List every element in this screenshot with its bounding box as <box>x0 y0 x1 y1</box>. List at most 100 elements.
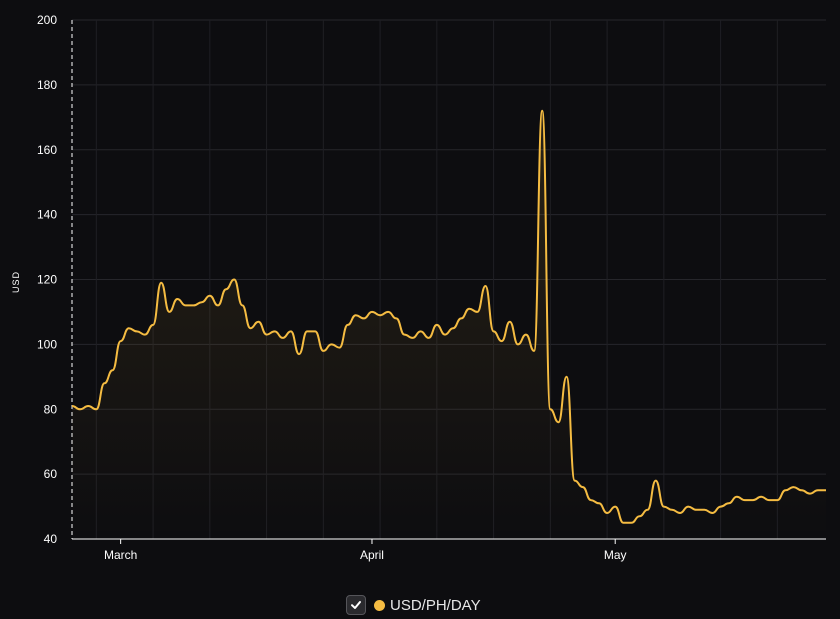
data-point <box>663 505 665 507</box>
data-point <box>233 278 235 280</box>
data-point <box>630 522 632 524</box>
y-tick-label: 120 <box>37 273 57 287</box>
data-point <box>201 301 203 303</box>
y-tick-label: 140 <box>37 208 57 222</box>
data-point <box>468 308 470 310</box>
data-point <box>322 350 324 352</box>
legend-label[interactable]: USD/PH/DAY <box>390 596 481 614</box>
data-point <box>646 509 648 511</box>
data-point <box>330 343 332 345</box>
data-point <box>168 311 170 313</box>
data-point <box>436 324 438 326</box>
data-point <box>719 505 721 507</box>
data-point <box>752 499 754 501</box>
data-point <box>565 376 567 378</box>
x-tick-label: April <box>360 548 384 562</box>
legend-color-dot <box>374 599 385 611</box>
data-point <box>792 486 794 488</box>
data-point <box>671 509 673 511</box>
data-point <box>590 499 592 501</box>
data-point <box>655 479 657 481</box>
data-point <box>111 369 113 371</box>
data-point <box>501 340 503 342</box>
data-point <box>525 333 527 335</box>
data-point <box>728 502 730 504</box>
data-point <box>176 298 178 300</box>
data-point <box>460 317 462 319</box>
data-point <box>760 496 762 498</box>
data-point <box>744 499 746 501</box>
data-point <box>363 317 365 319</box>
data-point <box>582 486 584 488</box>
data-point <box>225 288 227 290</box>
data-point <box>428 337 430 339</box>
data-point <box>411 337 413 339</box>
data-point <box>119 340 121 342</box>
data-point <box>347 324 349 326</box>
data-point <box>71 405 73 407</box>
data-point <box>249 327 251 329</box>
data-point <box>492 330 494 332</box>
data-point <box>736 496 738 498</box>
data-point <box>144 333 146 335</box>
data-point <box>444 333 446 335</box>
y-axis-label: USD <box>11 271 21 293</box>
data-point <box>452 327 454 329</box>
data-point <box>776 499 778 501</box>
legend[interactable]: USD/PH/DAY <box>346 592 481 618</box>
data-point <box>87 405 89 407</box>
data-point <box>419 330 421 332</box>
data-point <box>817 489 819 491</box>
data-point <box>557 421 559 423</box>
x-tick-label: May <box>604 548 627 562</box>
y-tick-label: 80 <box>44 402 58 416</box>
data-point <box>614 505 616 507</box>
y-tick-label: 200 <box>37 13 57 27</box>
data-point <box>403 333 405 335</box>
data-point <box>395 317 397 319</box>
data-point <box>638 515 640 517</box>
data-point <box>265 333 267 335</box>
data-point <box>695 509 697 511</box>
data-point <box>338 346 340 348</box>
data-point <box>711 512 713 514</box>
usd-ph-day-chart: 40 60 80 100 120 140 160 180 200 USD March April May <box>11 13 827 562</box>
data-point <box>192 304 194 306</box>
data-point <box>825 489 827 491</box>
data-point <box>282 337 284 339</box>
data-point <box>533 350 535 352</box>
data-point <box>687 505 689 507</box>
data-point <box>517 343 519 345</box>
data-point <box>387 311 389 313</box>
y-tick-label: 100 <box>37 337 57 351</box>
check-icon <box>351 601 361 609</box>
data-point <box>152 324 154 326</box>
data-point <box>79 408 81 410</box>
data-point <box>298 353 300 355</box>
data-point <box>476 311 478 313</box>
y-tick-label: 160 <box>37 143 57 157</box>
data-point <box>484 285 486 287</box>
data-point <box>103 382 105 384</box>
data-point <box>128 327 130 329</box>
data-point <box>160 282 162 284</box>
data-point <box>379 314 381 316</box>
data-point <box>371 311 373 313</box>
data-point <box>541 110 543 112</box>
data-point <box>95 408 97 410</box>
data-point <box>509 321 511 323</box>
data-point <box>314 330 316 332</box>
data-point <box>217 304 219 306</box>
data-point <box>606 512 608 514</box>
data-point <box>598 502 600 504</box>
data-point <box>241 304 243 306</box>
series-area-fill <box>72 110 826 539</box>
data-point <box>768 499 770 501</box>
data-point <box>801 489 803 491</box>
data-point <box>703 509 705 511</box>
legend-toggle[interactable] <box>346 595 366 615</box>
data-point <box>622 522 624 524</box>
data-point <box>184 304 186 306</box>
data-point <box>574 479 576 481</box>
